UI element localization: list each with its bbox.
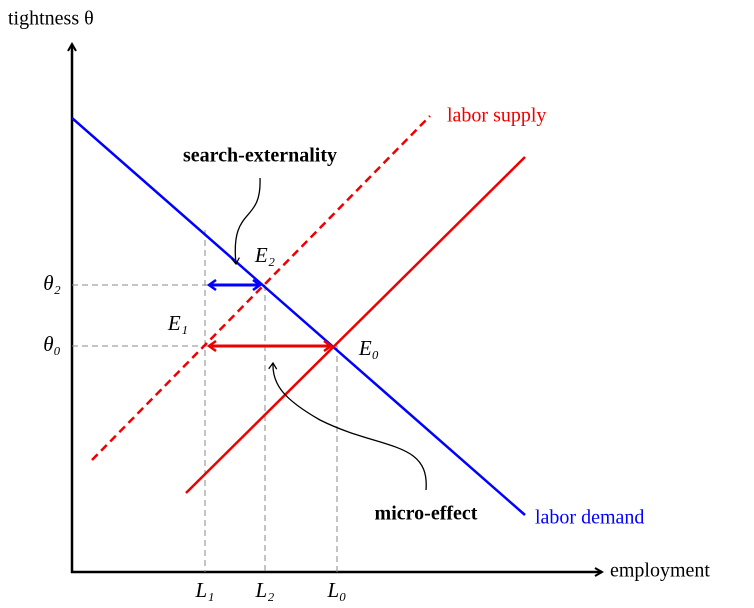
point-label: E₂ [254,243,275,267]
x-tick-label: L₂ [255,578,275,602]
point-label: E₁ [167,311,188,335]
y-tick-label: θ₀ [43,332,61,356]
point-label: E₀ [358,336,379,360]
y-axis-label: tightness θ [8,8,94,30]
supply-curve [185,156,526,494]
annotation-arrow [230,177,261,266]
y-tick-label: θ₂ [43,271,61,295]
annotation: micro-effect [375,503,478,525]
guides [72,230,338,572]
annotation-arrow [268,361,427,491]
x-tick-label: L₁ [195,578,215,602]
x-tick-label: L₀ [327,578,347,602]
supply-label: labor supply [447,105,546,127]
x-axis-label: employment [610,560,710,582]
shifted-supply-curve [91,115,431,461]
annotation: search-externality [183,145,337,167]
demand-curve [71,117,526,516]
demand-label: labor demand [535,507,644,529]
